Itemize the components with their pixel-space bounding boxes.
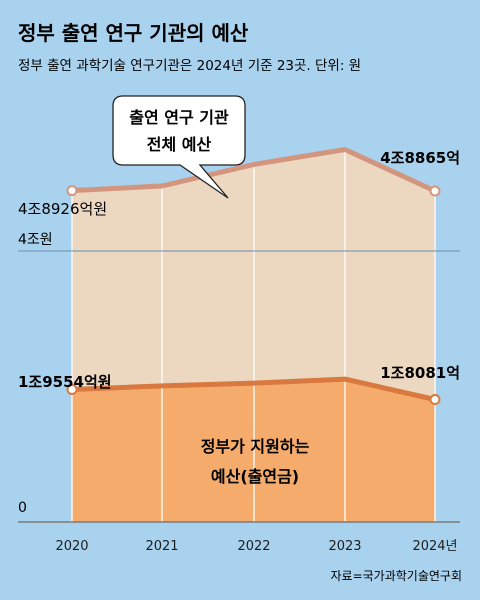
- gov-end-label: 1조8081억: [380, 364, 460, 382]
- total-point-marker: [66, 185, 78, 197]
- gov-point-marker: [429, 394, 441, 405]
- reference-line-label: 4조원: [18, 232, 53, 248]
- areas-layer: [71, 149, 436, 522]
- x-tick-label: 2023: [328, 539, 361, 554]
- chart-subtitle: 정부 출연 과학기술 연구기관은 2024년 기준 23곳. 단위: 원: [18, 58, 361, 74]
- x-ticks-layer: 2020 2021 2022 2023 2024년: [55, 539, 457, 554]
- total-start-label: 4조8926억원: [18, 200, 107, 218]
- total-end-label: 4조8865억: [380, 149, 460, 167]
- total-point-marker: [429, 185, 441, 197]
- gov-area-label-line-2: 예산(출연금): [211, 467, 299, 486]
- chart-title: 정부 출연 연구 기관의 예산: [18, 21, 249, 45]
- callout-line-1: 출연 연구 기관: [129, 108, 229, 127]
- gov-budget-line: [71, 376, 436, 402]
- source-note: 자료=국가과학기술연구회: [331, 569, 463, 583]
- callout-box: [112, 95, 246, 199]
- x-tick-label: 2021: [145, 539, 178, 554]
- total-budget-callout: 출연 연구 기관 전체 예산: [112, 95, 246, 199]
- gov-area-label-line-1: 정부가 지원하는: [201, 437, 310, 456]
- gov-point-marker: [66, 384, 78, 395]
- gov-start-label: 1조9554억원: [18, 373, 112, 391]
- x-tick-label: 2020: [55, 539, 88, 554]
- zero-label: 0: [18, 500, 27, 516]
- lines-layer: [66, 147, 441, 405]
- x-tick-label: 2022: [237, 539, 270, 554]
- callout-line-2: 전체 예산: [147, 135, 212, 154]
- x-tick-label: 2024년: [412, 539, 457, 554]
- total-budget-line: [71, 147, 437, 194]
